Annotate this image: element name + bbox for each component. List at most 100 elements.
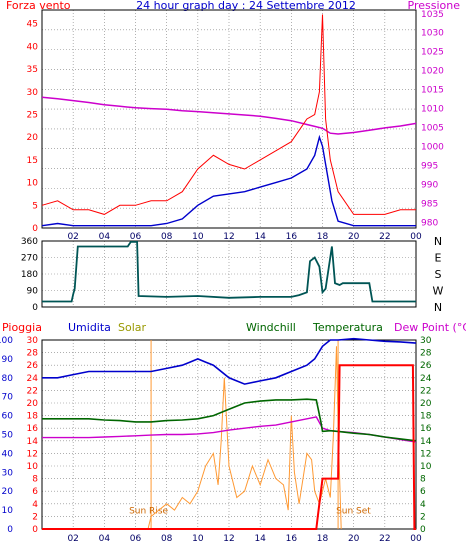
panel3-ytick-humidity: 60	[2, 412, 14, 422]
panel2-compass-label: W	[433, 285, 444, 298]
series-pioggia	[42, 364, 416, 530]
panel3-xtick: 00	[410, 534, 422, 544]
panel3-ytick-humidity: 0	[7, 525, 13, 535]
panel1-frame	[41, 9, 417, 229]
panel3-ytick-humidity: 80	[2, 374, 14, 384]
panel3-xtick: 12	[223, 534, 234, 544]
panel3-ytick-left2: 18	[27, 412, 39, 422]
panel1-xtick: 18	[317, 232, 329, 242]
panel3-ytick-right: 16	[420, 424, 432, 434]
panel1-ytick-left: 25	[27, 110, 38, 120]
panel2-compass-label: N	[434, 301, 442, 314]
series-raffica	[41, 14, 416, 215]
panel3-legend-label: Pioggia	[2, 321, 42, 334]
panel1-ytick-right: 1025	[421, 48, 444, 58]
panel2-compass-label: S	[435, 268, 442, 281]
panel3-xtick: 10	[192, 534, 204, 544]
panel3-ytick-humidity: 100	[0, 336, 13, 346]
panel1-ytick-right: 985	[421, 199, 438, 209]
panel1-ytick-right: 1005	[421, 124, 444, 134]
panel3-xtick: 16	[286, 534, 298, 544]
panel3-ytick-left2: 10	[27, 462, 39, 472]
panel3-ytick-humidity: 30	[2, 468, 14, 478]
panel1-ytick-right: 980	[421, 218, 438, 228]
panel3-xtick: 18	[317, 534, 329, 544]
panel3-ytick-right: 24	[420, 374, 432, 384]
panel3-ytick-right: 20	[420, 399, 432, 409]
header-title: 24 hour graph day : 24 Settembre 2012	[136, 0, 356, 12]
panel1-ytick-left: 40	[27, 42, 39, 52]
panel3-ytick-right: 28	[420, 349, 432, 359]
panel3-ytick-humidity: 50	[2, 431, 14, 441]
panel1-ytick-right: 990	[421, 180, 438, 190]
panel3-ytick-humidity: 70	[2, 393, 14, 403]
panel1-xtick: 12	[223, 232, 234, 242]
panel3-ytick-left2: 6	[32, 487, 38, 497]
header-left-label: Forza vento	[6, 0, 71, 12]
panel3-ytick-left2: 12	[27, 449, 38, 459]
panel3-xtick: 08	[161, 534, 173, 544]
panel1-xtick: 20	[348, 232, 360, 242]
panel3-ytick-left2: 16	[27, 424, 39, 434]
panel3-ytick-left2: 22	[27, 386, 38, 396]
panel1-xtick: 02	[67, 232, 78, 242]
panel3-ytick-right: 12	[420, 449, 431, 459]
panel3-legend-label: Umidita	[68, 321, 111, 334]
panel3-ytick-right: 6	[420, 487, 426, 497]
panel1-xtick: 08	[161, 232, 173, 242]
panel3-xtick: 20	[348, 534, 360, 544]
series-pressione	[41, 96, 417, 135]
panel1-ytick-right: 1030	[421, 29, 444, 39]
series-umidita	[42, 337, 417, 385]
panel1-ytick-right: 1035	[421, 10, 444, 20]
panel3-xtick: 04	[99, 534, 111, 544]
panel1-ytick-right: 1010	[421, 105, 444, 115]
header-right-label: Pressione	[408, 0, 461, 12]
panel3-ytick-humidity: 90	[2, 355, 14, 365]
panel1-xtick: 14	[254, 232, 266, 242]
panel3-ytick-right: 0	[420, 525, 426, 535]
panel1-ytick-right: 995	[421, 161, 438, 171]
panel2-ytick-left: 180	[21, 270, 38, 280]
panel1-ytick-right: 1020	[421, 67, 444, 77]
series-temperatura	[42, 398, 417, 442]
panel2-frame	[41, 240, 417, 308]
panel3-ytick-left2: 30	[27, 336, 39, 346]
panel2-ytick-left: 0	[32, 303, 38, 313]
panel3-ytick-left2: 4	[32, 500, 38, 510]
panel1-xtick: 10	[192, 232, 204, 242]
series-vento-medio	[41, 134, 416, 227]
panel3-ytick-right: 18	[420, 412, 432, 422]
panel1-xtick: 06	[130, 232, 142, 242]
panel3-legend-label: Solar	[118, 321, 147, 334]
panel1-xtick: 00	[410, 232, 422, 242]
series-direzione-vento	[42, 240, 416, 303]
panel3-ytick-humidity: 10	[2, 506, 14, 516]
panel3-legend-label: Dew Point (°C)	[394, 321, 466, 334]
series-solar	[147, 346, 342, 530]
panel1-ytick-left: 45	[27, 20, 38, 30]
panel3-ytick-right: 2	[420, 512, 426, 522]
panel3-xtick: 22	[379, 534, 390, 544]
panel3-ytick-left2: 2	[32, 512, 38, 522]
panel3-ytick-right: 10	[420, 462, 432, 472]
panel3-legend-label: Temperatura	[312, 321, 383, 334]
panel3-ytick-left2: 20	[27, 399, 39, 409]
panel1-ytick-left: 10	[27, 179, 39, 189]
panel3-legend-label: Windchill	[246, 321, 296, 334]
panel3-xtick: 06	[130, 534, 142, 544]
panel2-compass-label: N	[434, 235, 442, 248]
panel3-ytick-left2: 26	[27, 361, 39, 371]
panel1-ytick-left: 5	[32, 201, 38, 211]
panel3-ytick-left2: 28	[27, 349, 39, 359]
panel3-ytick-right: 14	[420, 437, 432, 447]
panel1-xtick: 16	[286, 232, 298, 242]
panel1-ytick-left: 15	[27, 156, 38, 166]
panel1-ytick-right: 1015	[421, 86, 444, 96]
panel1-ytick-left: 0	[32, 224, 38, 234]
panel1-xtick: 04	[99, 232, 111, 242]
panel3-ytick-left2: 24	[27, 374, 39, 384]
panel3-ytick-right: 22	[420, 386, 431, 396]
panel3-ytick-left2: 14	[27, 437, 39, 447]
